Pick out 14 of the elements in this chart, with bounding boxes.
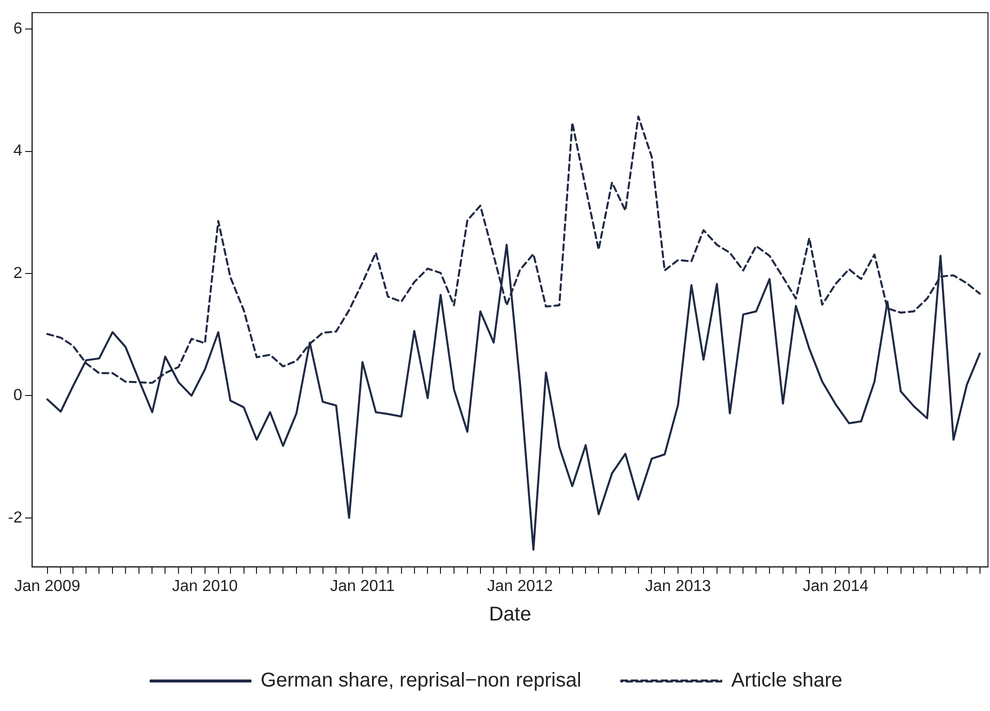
- legend-label: Article share: [731, 670, 842, 692]
- x-tick-label: Jan 2012: [487, 578, 554, 595]
- y-tick-label: -2: [8, 509, 22, 526]
- y-tick-label: 2: [13, 264, 22, 282]
- x-tick-label: Jan 2010: [172, 578, 238, 595]
- x-tick-label: Jan 2009: [14, 578, 80, 595]
- legend-label: German share, reprisal−non reprisal: [260, 670, 582, 692]
- x-axis-title: Date: [488, 604, 532, 626]
- y-tick-label: 0: [13, 387, 22, 404]
- x-tick-label: Jan 2011: [330, 578, 395, 595]
- y-tick-label: 4: [13, 142, 22, 160]
- y-tick-label: 6: [13, 20, 22, 38]
- x-tick-label: Jan 2014: [802, 578, 869, 595]
- x-tick-label: Jan 2013: [645, 578, 712, 595]
